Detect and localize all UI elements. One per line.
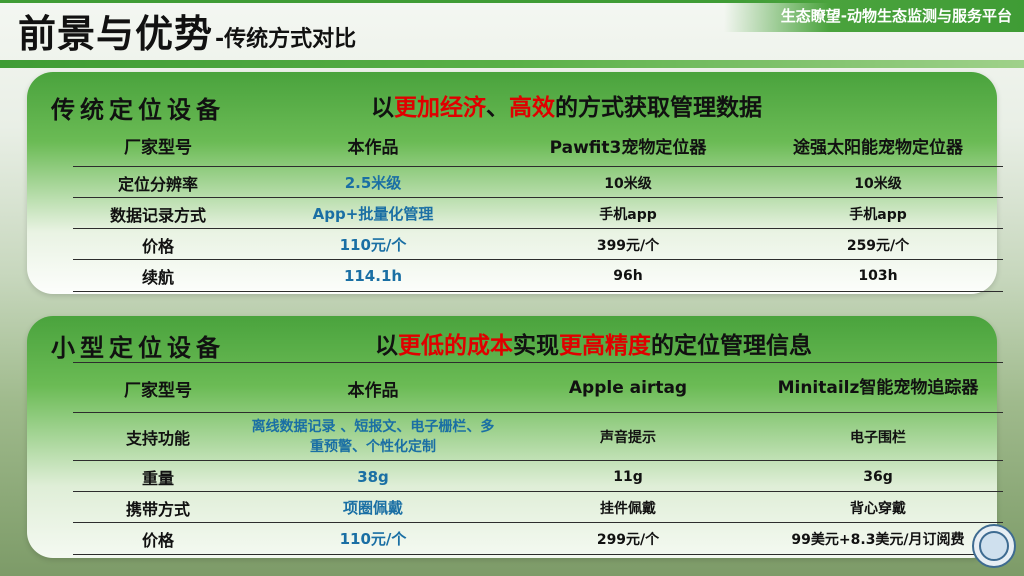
table-cell: 99美元+8.3美元/月订阅费 xyxy=(791,531,965,548)
slogan-part: 、 xyxy=(486,95,509,121)
slogan-part: 以 xyxy=(371,95,394,121)
small-devices-panel: 小型定位设备 以更低的成本实现更高精度的定位管理信息 厂家型号 本作品 Appl… xyxy=(27,316,1003,558)
table-row: 携带方式 项圈佩戴 挂件佩戴 背心穿戴 xyxy=(73,491,1003,523)
header-cell: 本作品 xyxy=(347,380,399,401)
table-row: 数据记录方式 App+批量化管理 手机app 手机app xyxy=(73,197,1003,229)
section-slogan: 以更加经济、高效的方式获取管理数据 xyxy=(371,88,762,122)
table-header-row: 厂家型号 本作品 Apple airtag Minitailz智能宠物追踪器 xyxy=(73,362,1003,413)
table-row: 支持功能 离线数据记录 、短报文、电子栅栏、多重预警、个性化定制 声音提示 电子… xyxy=(73,412,1003,461)
slogan-part: 的定位管理信息 xyxy=(651,333,812,359)
section-slogan: 以更低的成本实现更高精度的定位管理信息 xyxy=(375,326,812,360)
table-cell: 手机app xyxy=(599,206,657,223)
row-label: 重量 xyxy=(141,468,174,488)
emblem-inner-ring xyxy=(979,531,1009,561)
table-cell: 96h xyxy=(613,267,643,284)
table-cell: 399元/个 xyxy=(596,237,660,254)
our-product-cell: 114.1h xyxy=(343,266,403,285)
row-label: 数据记录方式 xyxy=(109,205,206,225)
table-row: 重量 38g 11g 36g xyxy=(73,460,1003,492)
slogan-highlight: 更低的成本 xyxy=(398,333,513,359)
slogan-highlight: 更高精度 xyxy=(559,333,651,359)
page-title-main: 前景与优势 xyxy=(18,12,214,56)
row-label: 定位分辨率 xyxy=(117,174,198,194)
header-cell: 本作品 xyxy=(347,137,399,158)
header-cell: 途强太阳能宠物定位器 xyxy=(793,137,963,158)
table-cell: 电子围栏 xyxy=(850,430,906,446)
page-title-sub: -传统方式对比 xyxy=(215,27,357,52)
university-emblem-icon xyxy=(972,524,1016,568)
our-product-cell: 2.5米级 xyxy=(344,174,402,192)
row-label: 支持功能 xyxy=(125,429,190,448)
row-label: 携带方式 xyxy=(125,499,190,519)
table-header-row: 厂家型号 本作品 Pawfit3宠物定位器 途强太阳能宠物定位器 xyxy=(73,130,1003,160)
page-title: 前景与优势 -传统方式对比 xyxy=(18,8,356,56)
our-product-cell: 离线数据记录 、短报文、电子栅栏、多重预警、个性化定制 xyxy=(251,419,495,455)
our-product-cell: 110元/个 xyxy=(339,236,407,254)
header-cell: 厂家型号 xyxy=(124,380,192,401)
table-cell: 259元/个 xyxy=(846,237,910,254)
table-cell: 背心穿戴 xyxy=(850,500,906,517)
our-product-cell: 110元/个 xyxy=(339,530,407,548)
table-cell: 挂件佩戴 xyxy=(600,500,656,517)
row-label: 价格 xyxy=(141,236,174,256)
header-cell: 厂家型号 xyxy=(124,137,192,158)
table-cell: 手机app xyxy=(849,206,907,223)
top-accent-bar xyxy=(0,0,1024,3)
title-rule xyxy=(0,60,1024,68)
row-label: 价格 xyxy=(141,530,174,550)
section-title: 小型定位设备 xyxy=(51,334,225,362)
slogan-highlight: 高效 xyxy=(509,95,555,121)
table-cell: 36g xyxy=(863,468,893,485)
table-row: 价格 110元/个 299元/个 99美元+8.3美元/月订阅费 xyxy=(73,522,1003,555)
header-cell: Pawfit3宠物定位器 xyxy=(549,137,707,158)
traditional-devices-panel: 传统定位设备 以更加经济、高效的方式获取管理数据 厂家型号 本作品 Pawfit… xyxy=(27,72,1003,294)
table-cell: 10米级 xyxy=(604,175,652,192)
table-row: 定位分辨率 2.5米级 10米级 10米级 xyxy=(73,166,1003,198)
row-label: 续航 xyxy=(141,267,174,287)
our-product-cell: 项圈佩戴 xyxy=(342,499,403,517)
table-cell: 11g xyxy=(613,468,643,485)
table-cell: 10米级 xyxy=(854,175,902,192)
section-title: 传统定位设备 xyxy=(51,96,225,124)
slogan-part: 的方式获取管理数据 xyxy=(555,95,762,121)
slogan-part: 以 xyxy=(375,333,398,359)
header-cell: Minitailz智能宠物追踪器 xyxy=(777,378,979,398)
table-cell: 声音提示 xyxy=(600,430,656,446)
table-cell: 299元/个 xyxy=(596,531,660,548)
table-row: 续航 114.1h 96h 103h xyxy=(73,259,1003,292)
table-cell: 103h xyxy=(858,267,898,284)
slogan-highlight: 更加经济 xyxy=(394,95,486,121)
table-row: 价格 110元/个 399元/个 259元/个 xyxy=(73,228,1003,260)
slogan-part: 实现 xyxy=(513,333,559,359)
our-product-cell: 38g xyxy=(357,467,389,486)
header-cell: Apple airtag xyxy=(568,378,688,398)
brand-banner: 生态瞭望-动物生态监测与服务平台 xyxy=(724,0,1024,32)
our-product-cell: App+批量化管理 xyxy=(312,205,434,223)
